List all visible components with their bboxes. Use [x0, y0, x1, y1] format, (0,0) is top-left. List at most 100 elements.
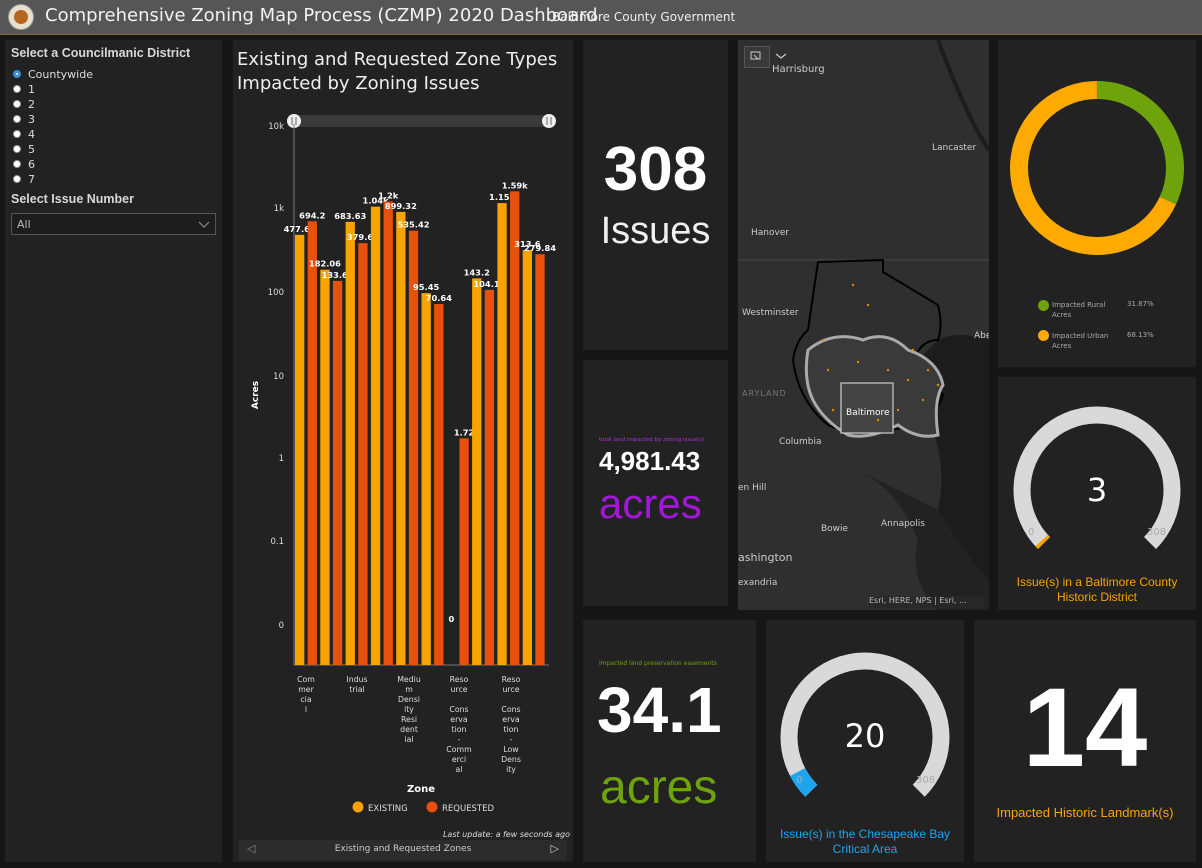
- y-tick-label: 10k: [268, 122, 284, 132]
- zoom-slider-left-handle[interactable]: [287, 114, 301, 128]
- chevron-down-icon: [198, 221, 210, 228]
- total-land-caption: total land impacted by zoning issue(s): [599, 437, 705, 443]
- historic-district-gauge: [1013, 406, 1181, 550]
- zoom-slider-right-handle[interactable]: [542, 114, 556, 128]
- gauge-track: [1013, 406, 1181, 550]
- map-place-maryland: ARYLAND: [742, 389, 787, 398]
- previous-arrow-icon[interactable]: ◁: [247, 842, 256, 855]
- bar-existing[interactable]: [370, 206, 381, 665]
- map-place-aberdeen: Abe: [974, 331, 989, 341]
- bar-requested[interactable]: [408, 230, 419, 665]
- bar-value-label: 899.32: [385, 201, 417, 211]
- bar-value-label: 1.04k: [363, 196, 389, 206]
- bar-requested[interactable]: [434, 303, 444, 665]
- bar-existing[interactable]: [320, 269, 330, 665]
- legend-requested-label[interactable]: REQUESTED: [442, 804, 495, 814]
- bar-requested[interactable]: [358, 243, 368, 665]
- bar-value-label: 1.2k: [378, 191, 399, 201]
- x-category-label: Low: [503, 745, 519, 754]
- x-category-label: dent: [400, 725, 418, 734]
- radio-icon[interactable]: [13, 160, 21, 168]
- legend-existing-icon[interactable]: [352, 801, 364, 813]
- radio-icon[interactable]: [13, 130, 21, 138]
- x-category-label: urce: [502, 685, 519, 694]
- map-place-lancaster: Lancaster: [932, 143, 977, 153]
- zoom-slider-track[interactable]: [294, 115, 548, 127]
- legend-requested-icon[interactable]: [426, 801, 438, 813]
- x-category-label: Dens: [501, 755, 521, 764]
- bar-value-label: 477.69: [284, 224, 316, 234]
- chart-footer-label: Existing and Requested Zones: [334, 844, 472, 854]
- app-title: Comprehensive Zoning Map Process (CZMP) …: [45, 5, 598, 26]
- bar-existing[interactable]: [396, 211, 406, 665]
- y-tick-label: 1: [279, 454, 284, 464]
- bar-requested[interactable]: [332, 280, 343, 665]
- x-category-label: al: [456, 765, 463, 774]
- map-menu-button[interactable]: [771, 46, 791, 66]
- next-arrow-icon[interactable]: ▷: [550, 842, 559, 855]
- issues-count-panel: 308 Issues: [583, 40, 728, 350]
- bar-existing[interactable]: [497, 203, 507, 665]
- radio-icon[interactable]: [13, 100, 21, 108]
- map-place-washington: ashington: [738, 551, 793, 564]
- x-category-label: ity: [404, 705, 414, 714]
- bar-requested[interactable]: [459, 438, 469, 665]
- x-category-label: urce: [450, 685, 467, 694]
- district-option-5[interactable]: 5: [13, 142, 35, 156]
- radio-icon[interactable]: [13, 115, 21, 123]
- radio-icon[interactable]: [13, 85, 21, 93]
- bar-value-label: 279.84: [524, 243, 556, 253]
- district-option-countywide[interactable]: Countywide: [13, 67, 93, 81]
- district-option-2[interactable]: 2: [13, 97, 35, 111]
- map-attribution[interactable]: Esri, HERE, NPS | Esri, ...: [869, 596, 984, 608]
- district-option-3[interactable]: 3: [13, 112, 35, 126]
- radio-selected-icon[interactable]: [13, 70, 21, 78]
- map-place-westminster: Westminster: [742, 308, 799, 318]
- issue-dropdown-value: All: [17, 218, 31, 231]
- last-update-text: Last update: a few seconds ago: [443, 830, 570, 839]
- bar-requested[interactable]: [510, 191, 520, 666]
- radio-icon[interactable]: [13, 145, 21, 153]
- donut-rural-slice[interactable]: [1096, 81, 1184, 205]
- donut-urban-slice[interactable]: [1010, 81, 1177, 255]
- bar-value-label: 1.59k: [502, 180, 528, 190]
- map-layers-icon: [750, 51, 761, 60]
- district-option-6[interactable]: 6: [13, 157, 35, 171]
- issues-count: 308: [603, 135, 708, 204]
- bar-requested[interactable]: [307, 221, 317, 666]
- map-canvas[interactable]: [738, 40, 989, 610]
- x-category-label: -: [510, 735, 513, 744]
- bar-existing[interactable]: [421, 293, 431, 665]
- bar-existing[interactable]: [295, 234, 305, 665]
- bar-existing[interactable]: [522, 250, 532, 665]
- issue-number-dropdown[interactable]: All: [11, 213, 216, 235]
- historic-district-min: 0: [1028, 527, 1035, 538]
- y-axis-title: Acres: [251, 381, 261, 409]
- gauge-fill: [790, 767, 818, 797]
- district-option-1[interactable]: 1: [13, 82, 35, 96]
- preservation-easements-panel: Impacted land preservation easements 34.…: [583, 620, 756, 862]
- bar-existing[interactable]: [472, 278, 482, 665]
- x-category-label: Densi: [398, 695, 420, 704]
- map-tool-button[interactable]: [744, 46, 770, 68]
- district-option-4[interactable]: 4: [13, 127, 35, 141]
- bar-requested[interactable]: [535, 254, 545, 665]
- bar-value-label: 104.19: [473, 279, 505, 289]
- bar-requested[interactable]: [484, 289, 495, 665]
- radio-icon[interactable]: [13, 175, 21, 183]
- bar-value-label: 1.72: [454, 427, 475, 437]
- bar-existing[interactable]: [345, 221, 355, 665]
- x-category-label: l: [305, 705, 307, 714]
- x-category-label: Reso: [502, 675, 521, 684]
- rural-urban-donut-chart: [1010, 81, 1184, 255]
- x-category-label: Comm: [446, 745, 471, 754]
- bar-value-label: 95.45: [413, 282, 439, 292]
- legend-existing-label[interactable]: EXISTING: [368, 804, 408, 814]
- bar-value-label: 182.06: [309, 259, 341, 269]
- map-place-bowie: Bowie: [821, 524, 849, 534]
- bar-requested[interactable]: [383, 201, 393, 665]
- historic-district-gauge-panel: 3 0 308 Issue(s) in a Baltimore County H…: [998, 377, 1196, 610]
- district-option-7[interactable]: 7: [13, 172, 35, 186]
- zoning-issues-map[interactable]: Harrisburg Lancaster Hanover Westminster…: [738, 40, 989, 610]
